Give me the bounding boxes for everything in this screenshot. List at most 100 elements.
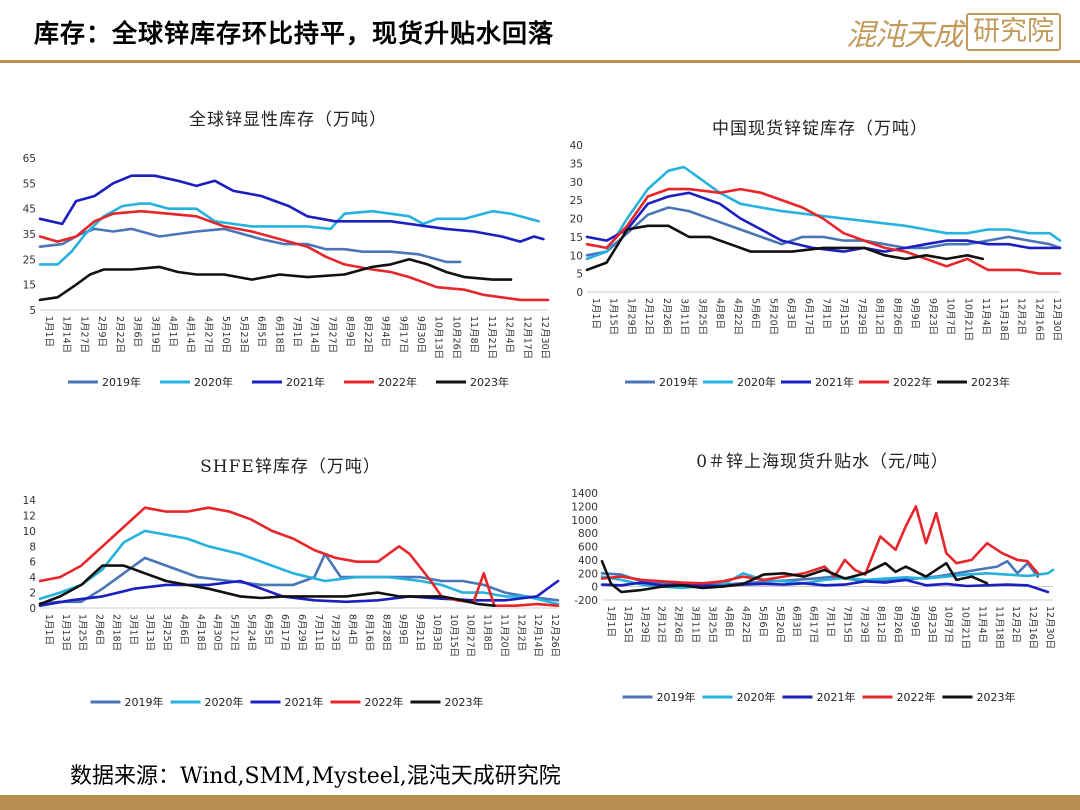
x-tick-label: 7月29日 <box>858 606 869 643</box>
x-tick-label: 7月11日 <box>313 614 324 651</box>
x-tick-label: 10月7日 <box>943 606 954 643</box>
x-tick-label: 2月6日 <box>94 614 105 645</box>
x-tick-label: 9月9日 <box>909 298 920 329</box>
chart-global-zinc-inventory: 全球锌显性库存（万吨） 5 15 25 35 45 55 65 1月1日 1月14日 1月27日 2月… <box>18 100 558 400</box>
x-tick-label: 5月24日 <box>245 614 256 651</box>
chart-title: 中国现货锌锭库存（万吨） <box>712 119 928 139</box>
series-line-2021年 <box>585 191 1062 253</box>
x-tick-label: 8月26日 <box>892 606 903 643</box>
x-tick-label: 6月5日 <box>256 316 267 347</box>
x-tick-label: 9月4日 <box>380 316 391 347</box>
x-tick-label: 12月14日 <box>532 614 543 657</box>
bottom-bar <box>0 795 1080 810</box>
x-tick-label: 12月30日 <box>539 316 550 359</box>
x-tick-label: 6月17日 <box>808 606 819 643</box>
series-line-2020年 <box>600 568 1055 590</box>
x-tick-label: 10月7日 <box>945 298 956 335</box>
series-line-2021年 <box>38 174 545 243</box>
chart-title: SHFE锌库存（万吨） <box>200 457 381 477</box>
legend-label: 2022年 <box>897 690 936 704</box>
y-tick-label: 10 <box>570 250 583 262</box>
x-tick-label: 7月27日 <box>326 316 337 353</box>
x-tick-label: 12月30日 <box>1051 298 1062 341</box>
y-tick-label: 10 <box>23 526 36 538</box>
x-tick-label: 9月23日 <box>927 298 938 335</box>
x-tick-label: 3月25日 <box>706 606 717 643</box>
chart-svg: 全球锌显性库存（万吨） 5 15 25 35 45 55 65 1月1日 1月14日 1月27日 2月… <box>23 110 550 389</box>
x-tick-label: 8月4日 <box>347 614 358 645</box>
x-tick-label: 1月27日 <box>78 316 89 353</box>
x-tick-label: 4月30日 <box>212 614 223 651</box>
y-tick-label: 12 <box>23 510 36 522</box>
y-tick-label: 25 <box>23 254 36 266</box>
legend-label: 2020年 <box>205 695 244 709</box>
chart-svg: 中国现货锌锭库存（万吨） 0 5 10 15 20 25 30 35 40 1月1日 1月15日 1月2… <box>570 119 1062 389</box>
x-tick-label: 12月2日 <box>515 614 526 651</box>
x-tick-label: 4月6日 <box>178 614 189 645</box>
y-tick-label: 8 <box>29 541 36 553</box>
series-line-2020年 <box>585 165 1062 261</box>
legend-label: 2022年 <box>365 695 404 709</box>
y-tick-label: 25 <box>570 195 583 207</box>
y-tick-label: 35 <box>570 158 583 170</box>
chart-shfe-zinc-inventory: SHFE锌库存（万吨） 0 2 4 6 8 10 12 14 1月1日 1月13日 1月25日 2月6日… <box>18 445 563 720</box>
y-tick-label: 20 <box>570 214 583 226</box>
y-tick-label: 1200 <box>571 501 598 513</box>
x-tick-label: 7月15日 <box>841 606 852 643</box>
y-tick-label: 2 <box>29 588 36 600</box>
x-tick-label: 10月21日 <box>960 606 971 649</box>
x-tick-label: 11月8日 <box>482 614 493 651</box>
y-tick-label: 15 <box>23 280 36 292</box>
x-tick-label: 8月28日 <box>380 614 391 651</box>
y-tick-label: 15 <box>570 232 583 244</box>
x-tick-label: 11月21日 <box>486 316 497 359</box>
x-tick-label: 5月20日 <box>767 298 778 335</box>
legend-label: 2021年 <box>815 375 854 389</box>
x-tick-label: 4月1日 <box>167 316 178 347</box>
chart-svg: SHFE锌库存（万吨） 0 2 4 6 8 10 12 14 1月1日 1月13日 1月25日 2月6日… <box>23 457 560 709</box>
x-tick-label: 1月29日 <box>639 606 650 643</box>
x-tick-label: 11月20日 <box>498 614 509 657</box>
x-tick-label: 1月1日 <box>590 298 601 329</box>
x-tick-label: 7月23日 <box>330 614 341 651</box>
legend-label: 2023年 <box>470 375 509 389</box>
series-line-2021年 <box>38 579 560 607</box>
y-tick-label: 5 <box>576 269 583 281</box>
x-tick-label: 6月17日 <box>803 298 814 335</box>
x-tick-label: 9月9日 <box>909 606 920 637</box>
x-tick-label: 4月8日 <box>723 606 734 637</box>
x-tick-label: 5月20日 <box>774 606 785 643</box>
x-tick-label: 12月2日 <box>1016 298 1027 335</box>
x-tick-label: 8月22日 <box>362 316 373 353</box>
y-tick-label: 1000 <box>571 515 598 527</box>
x-tick-label: 7月29日 <box>856 298 867 335</box>
x-tick-label: 8月9日 <box>344 316 355 347</box>
legend-label: 2021年 <box>286 375 325 389</box>
x-tick-label: 7月15日 <box>838 298 849 335</box>
x-tick-label: 3月25日 <box>696 298 707 335</box>
x-tick-label: 8月12日 <box>874 298 885 335</box>
y-tick-label: 200 <box>578 568 598 580</box>
x-tick-label: 11月18日 <box>993 606 1004 649</box>
legend-label: 2019年 <box>659 375 698 389</box>
x-tick-label: 4月18日 <box>195 614 206 651</box>
x-tick-label: 10月27日 <box>465 614 476 657</box>
y-tick-label: 5 <box>29 305 36 317</box>
x-tick-label: 3月19日 <box>149 316 160 353</box>
legend-label: 2019年 <box>657 690 696 704</box>
legend-label: 2021年 <box>285 695 324 709</box>
x-tick-label: 8月26日 <box>891 298 902 335</box>
header-divider <box>0 60 1080 63</box>
logo-script-text: 混沌天成 <box>846 18 963 53</box>
x-tick-label: 1月14日 <box>61 316 72 353</box>
x-tick-label: 10月26日 <box>450 316 461 359</box>
x-tick-label: 12月4日 <box>504 316 515 353</box>
x-tick-label: 2月26日 <box>673 606 684 643</box>
x-tick-label: 8月12日 <box>875 606 886 643</box>
series-line-2023年 <box>600 559 989 594</box>
x-tick-label: 5月6日 <box>757 606 768 637</box>
x-tick-label: 6月3日 <box>791 606 802 637</box>
series-line-2022年 <box>600 505 1040 585</box>
x-tick-label: 5月12日 <box>229 614 240 651</box>
x-tick-label: 10月15日 <box>448 614 459 657</box>
